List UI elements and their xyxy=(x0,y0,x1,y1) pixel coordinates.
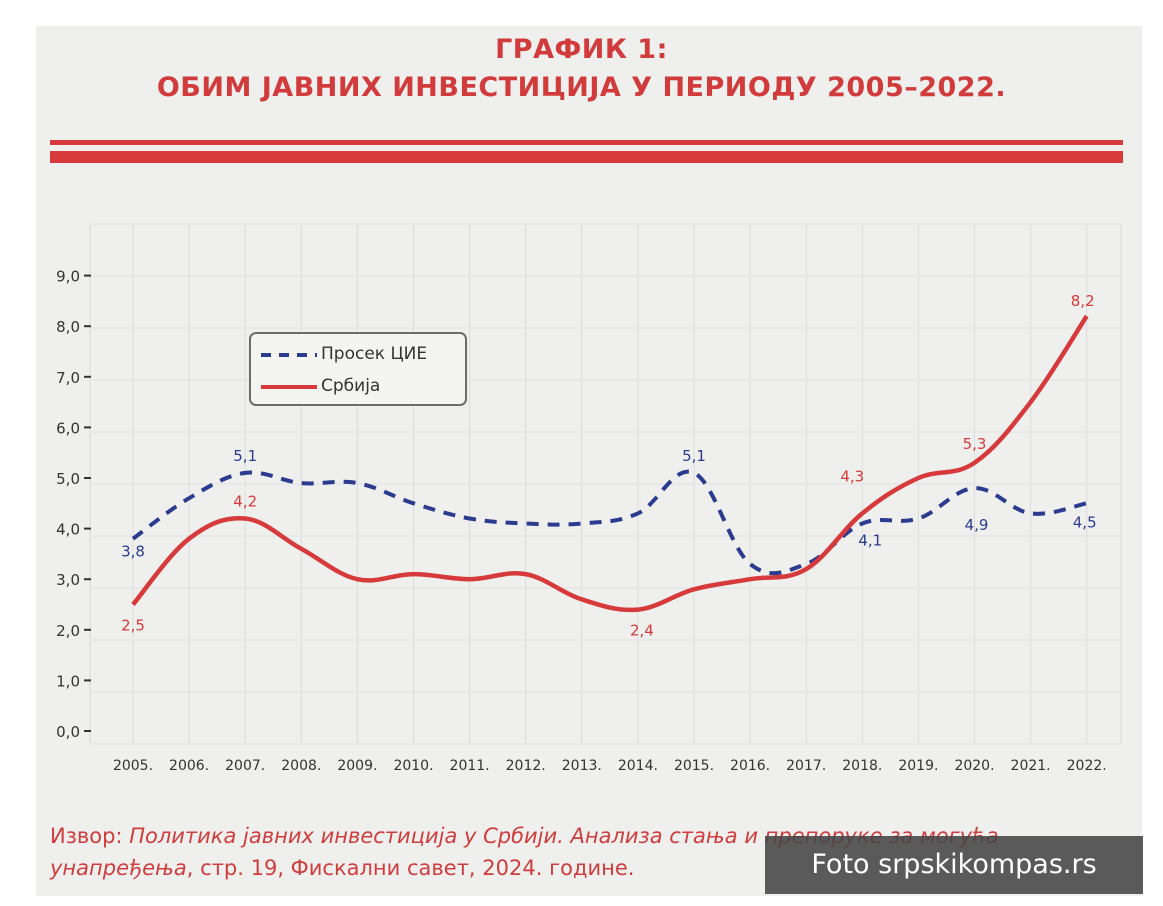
data-label: 3,8 xyxy=(121,543,145,561)
chart-title: ОБИМ ЈАВНИХ ИНВЕСТИЦИЈА У ПЕРИОДУ 2005–2… xyxy=(156,72,1007,103)
x-tick-label: 2006. xyxy=(169,758,209,774)
legend-label-cee: Просек ЦИЕ xyxy=(321,344,428,364)
data-label: 4,1 xyxy=(858,532,882,550)
x-tick-label: 2009. xyxy=(337,758,377,774)
y-axis: 0,0 1,0 2,0 3,0 4,0 5,0 6,0 7,0 8,0 9,0 xyxy=(56,268,91,741)
data-label: 5,3 xyxy=(963,435,987,453)
legend-item-serbia: Србија xyxy=(251,374,465,400)
y-tick-label: 3,0 xyxy=(56,571,80,589)
chart-grid xyxy=(89,223,1122,745)
x-tick-label: 2013. xyxy=(562,758,602,774)
chart-title-number: ГРАФИК 1: xyxy=(495,34,668,65)
x-tick-label: 2019. xyxy=(898,758,938,774)
x-tick-label: 2016. xyxy=(730,758,770,774)
x-tick-label: 2021. xyxy=(1011,758,1051,774)
data-label: 5,1 xyxy=(233,447,257,465)
y-tick-label: 1,0 xyxy=(56,672,80,690)
source-details: , стр. 19, Фискални савет, 2024. године. xyxy=(186,856,635,880)
series-line-cee-average xyxy=(131,469,1088,576)
chart-legend: Просек ЦИЕ Србија xyxy=(249,332,467,406)
source-prefix: Извор: xyxy=(50,824,130,848)
x-tick-label: 2008. xyxy=(281,758,321,774)
x-tick-label: 2005. xyxy=(113,758,153,774)
x-tick-label: 2018. xyxy=(842,758,882,774)
y-tick-label: 6,0 xyxy=(56,419,80,437)
title-rule-thin xyxy=(50,140,1123,145)
data-label: 4,2 xyxy=(233,492,257,510)
data-label: 4,9 xyxy=(965,516,989,534)
series-layer xyxy=(131,314,1089,613)
data-label: 2,5 xyxy=(121,617,145,635)
title-rule-thick xyxy=(50,151,1123,163)
data-labels-layer: 3,8 5,1 5,1 4,1 4,9 4,5 2,5 4,2 2,4 4,3 5,3 8,2 xyxy=(121,292,1097,639)
y-tick-label: 7,0 xyxy=(56,369,80,387)
y-tick-label: 4,0 xyxy=(56,521,80,539)
dashed-line-swatch xyxy=(261,353,317,357)
y-tick-label: 9,0 xyxy=(56,268,80,286)
y-tick-label: 0,0 xyxy=(56,723,80,741)
series-line-serbia xyxy=(131,314,1089,613)
x-tick-label: 2017. xyxy=(786,758,826,774)
photo-credit-watermark: Foto srpskikompas.rs xyxy=(765,836,1143,894)
legend-label-serbia: Србија xyxy=(321,376,381,396)
x-tick-label: 2011. xyxy=(450,758,490,774)
solid-line-swatch xyxy=(261,385,317,389)
data-label: 5,1 xyxy=(682,447,706,465)
x-axis: 2005. 2006. 2007. 2008. 2009. 2010. 2011. 2012.… xyxy=(113,758,1107,774)
data-label: 4,3 xyxy=(840,467,864,485)
x-tick-label: 2015. xyxy=(674,758,714,774)
x-tick-label: 2022. xyxy=(1067,758,1107,774)
y-tick-label: 8,0 xyxy=(56,318,80,336)
x-tick-label: 2007. xyxy=(225,758,265,774)
x-tick-label: 2020. xyxy=(954,758,994,774)
data-label: 4,5 xyxy=(1073,513,1097,531)
x-tick-label: 2014. xyxy=(618,758,658,774)
data-label: 2,4 xyxy=(630,622,654,640)
source-note: Извор: Политика јавних инвестиција у Срб… xyxy=(50,820,1140,884)
x-tick-label: 2010. xyxy=(393,758,433,774)
x-tick-label: 2012. xyxy=(506,758,546,774)
data-label: 8,2 xyxy=(1071,292,1095,310)
y-tick-label: 5,0 xyxy=(56,470,80,488)
legend-item-cee: Просек ЦИЕ xyxy=(251,342,465,368)
y-tick-label: 2,0 xyxy=(56,622,80,640)
chart-card xyxy=(36,26,1142,896)
